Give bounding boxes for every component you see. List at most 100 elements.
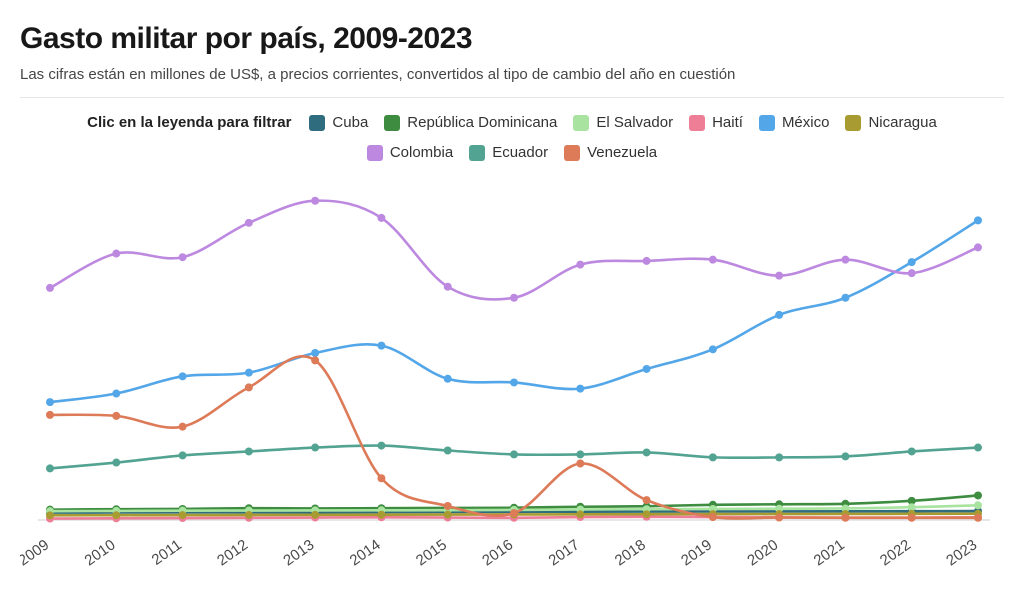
data-point[interactable] — [576, 510, 585, 519]
data-point[interactable] — [510, 450, 518, 459]
data-point[interactable] — [112, 411, 121, 420]
data-point[interactable] — [46, 511, 54, 520]
data-point[interactable] — [112, 249, 121, 258]
legend-label: Ecuador — [492, 144, 549, 161]
legend-item-el-salvador[interactable]: El Salvador — [573, 114, 673, 131]
data-point[interactable] — [708, 345, 717, 354]
data-point[interactable] — [46, 283, 54, 292]
data-point[interactable] — [841, 504, 850, 513]
legend-label: Nicaragua — [868, 114, 937, 131]
data-point[interactable] — [708, 255, 717, 264]
chart-canvas[interactable]: 2009 2010 2011 2012 2013 2014 2015 2016 2017 2018… — [15, 172, 1004, 570]
data-point[interactable] — [311, 196, 320, 205]
data-point[interactable] — [311, 443, 320, 452]
legend-row-2: Colombia Ecuador Venezuela — [20, 141, 1004, 164]
data-point[interactable] — [642, 256, 651, 265]
data-point[interactable] — [642, 510, 651, 519]
data-point[interactable] — [112, 511, 121, 520]
x-tick-label: 2010 — [81, 536, 118, 569]
data-point[interactable] — [443, 502, 452, 511]
data-point[interactable] — [377, 474, 386, 483]
legend-row-1: Clic en la leyenda para filtrar Cuba Repú… — [20, 111, 1004, 134]
data-point[interactable] — [841, 452, 850, 461]
data-point[interactable] — [974, 491, 982, 500]
data-point[interactable] — [775, 453, 784, 462]
data-point[interactable] — [443, 446, 452, 455]
data-point[interactable] — [311, 349, 320, 357]
data-point[interactable] — [178, 253, 187, 262]
data-point[interactable] — [443, 282, 452, 291]
data-point[interactable] — [841, 293, 850, 302]
data-point[interactable] — [178, 451, 187, 460]
data-point[interactable] — [775, 310, 784, 319]
line-chart[interactable]: 2009 2010 2011 2012 2013 2014 2015 2016 2017 2018… — [15, 172, 1004, 575]
data-point[interactable] — [576, 459, 585, 468]
legend-item-venezuela[interactable]: Venezuela — [564, 144, 657, 161]
x-tick-label: 2018 — [612, 536, 649, 569]
legend-swatch — [689, 114, 706, 131]
series-line-colombia[interactable] — [48, 199, 980, 301]
data-point[interactable] — [46, 398, 54, 407]
legend-label: El Salvador — [596, 114, 674, 131]
legend-item-nicaragua[interactable]: Nicaragua — [845, 114, 937, 131]
data-point[interactable] — [244, 447, 253, 456]
data-point[interactable] — [178, 511, 187, 520]
legend-item-colombia[interactable]: Colombia — [366, 144, 454, 161]
data-point[interactable] — [244, 510, 253, 519]
data-point[interactable] — [244, 368, 253, 377]
data-point[interactable] — [443, 510, 452, 519]
data-point[interactable] — [974, 513, 982, 522]
data-point[interactable] — [46, 464, 54, 473]
legend-item-mexico[interactable]: México — [758, 114, 829, 131]
data-point[interactable] — [510, 509, 518, 518]
legend-item-republica-dominicana[interactable]: República Dominicana — [384, 114, 557, 131]
data-point[interactable] — [974, 443, 982, 452]
data-point[interactable] — [311, 510, 320, 519]
data-point[interactable] — [377, 510, 386, 519]
data-point[interactable] — [907, 513, 916, 522]
data-point[interactable] — [112, 458, 121, 467]
data-point[interactable] — [974, 243, 982, 252]
data-point[interactable] — [841, 255, 850, 264]
data-point[interactable] — [642, 448, 651, 457]
legend-item-cuba[interactable]: Cuba — [309, 114, 368, 131]
data-point[interactable] — [907, 447, 916, 456]
data-point[interactable] — [311, 356, 320, 365]
data-point[interactable] — [377, 341, 386, 350]
data-point[interactable] — [708, 513, 717, 522]
data-point[interactable] — [974, 501, 982, 510]
data-point[interactable] — [708, 453, 717, 462]
data-point[interactable] — [907, 503, 916, 512]
data-point[interactable] — [576, 260, 585, 269]
data-point[interactable] — [907, 269, 916, 278]
data-point[interactable] — [46, 410, 54, 419]
data-point[interactable] — [974, 216, 982, 225]
data-point[interactable] — [907, 258, 916, 267]
data-point[interactable] — [244, 218, 253, 227]
data-point[interactable] — [642, 364, 651, 373]
data-point[interactable] — [907, 496, 916, 505]
legend-item-ecuador[interactable]: Ecuador — [469, 144, 548, 161]
data-point[interactable] — [642, 496, 651, 505]
data-point[interactable] — [443, 374, 452, 383]
legend-swatch — [309, 114, 326, 131]
x-tick-label: 2023 — [943, 536, 980, 569]
data-point[interactable] — [178, 372, 187, 381]
data-point[interactable] — [377, 441, 386, 450]
data-point[interactable] — [841, 513, 850, 522]
data-point[interactable] — [377, 213, 386, 222]
data-point[interactable] — [244, 383, 253, 392]
legend-label: Haití — [712, 114, 743, 131]
data-point[interactable] — [576, 450, 585, 459]
legend-item-haiti[interactable]: Haití — [689, 114, 743, 131]
data-point[interactable] — [576, 384, 585, 393]
data-point[interactable] — [775, 271, 784, 280]
data-point[interactable] — [510, 293, 518, 302]
data-point[interactable] — [178, 422, 187, 431]
data-point[interactable] — [112, 389, 121, 398]
data-point[interactable] — [775, 513, 784, 522]
series-line-mexico[interactable] — [48, 219, 980, 404]
legend-label: Colombia — [389, 144, 454, 161]
data-point[interactable] — [510, 378, 518, 387]
chart-header: Gasto militar por país, 2009-2023 Las ci… — [20, 22, 1004, 98]
